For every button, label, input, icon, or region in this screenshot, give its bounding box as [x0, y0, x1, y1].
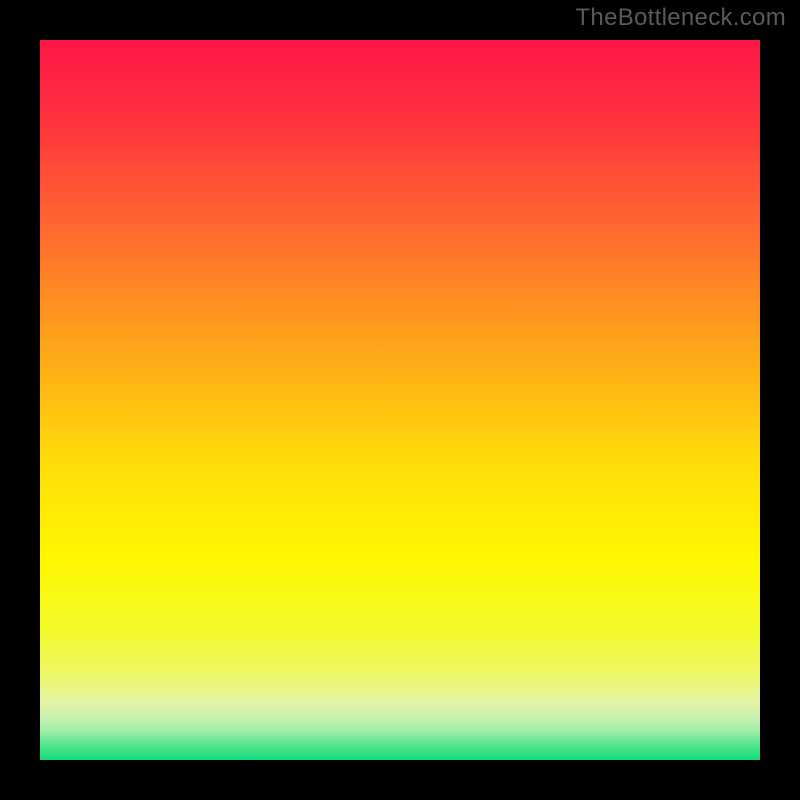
- plot-area: [40, 40, 760, 760]
- gradient-background: [40, 40, 760, 760]
- stage: TheBottleneck.com: [0, 0, 800, 800]
- watermark-text: TheBottleneck.com: [575, 4, 786, 32]
